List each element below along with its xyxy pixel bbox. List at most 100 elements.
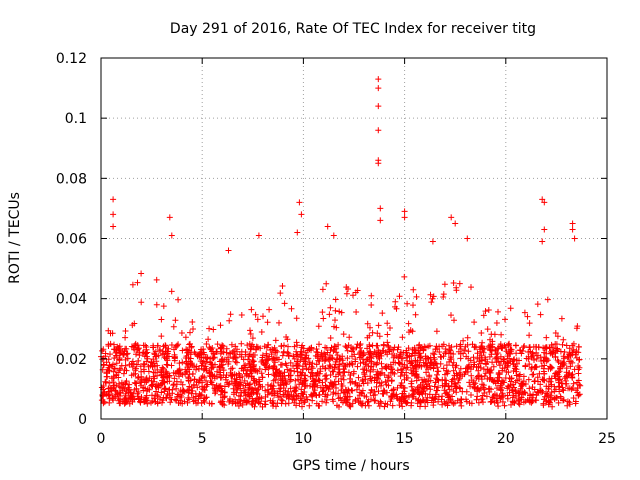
data-point xyxy=(180,388,187,394)
data-point xyxy=(346,334,353,341)
data-point xyxy=(423,369,430,376)
data-point xyxy=(198,346,205,353)
data-point xyxy=(353,344,360,351)
data-point xyxy=(575,392,582,399)
data-point xyxy=(526,320,533,327)
data-point xyxy=(487,336,493,343)
data-point xyxy=(225,381,232,388)
data-point xyxy=(317,384,324,391)
data-point xyxy=(274,390,281,397)
data-point xyxy=(551,388,558,395)
data-point xyxy=(309,397,316,404)
data-point xyxy=(426,382,433,389)
data-point xyxy=(149,381,156,388)
data-point xyxy=(262,387,269,394)
data-point xyxy=(242,392,249,399)
data-point xyxy=(188,360,195,367)
data-point xyxy=(516,390,523,397)
data-point xyxy=(401,361,408,368)
data-point xyxy=(505,349,512,356)
data-point xyxy=(529,371,536,378)
data-point xyxy=(355,374,362,381)
data-point xyxy=(492,380,499,387)
data-point xyxy=(412,363,419,370)
data-point xyxy=(276,319,282,326)
data-point xyxy=(160,394,167,401)
data-point xyxy=(539,238,546,245)
data-point xyxy=(478,344,484,351)
data-point xyxy=(372,397,379,404)
data-point xyxy=(112,393,119,400)
data-point xyxy=(170,382,177,389)
data-point xyxy=(486,344,493,351)
data-point xyxy=(367,368,374,375)
data-point xyxy=(138,382,144,389)
data-point xyxy=(258,370,265,377)
data-point xyxy=(187,355,194,362)
data-point xyxy=(359,376,366,383)
data-point xyxy=(529,384,536,391)
data-point xyxy=(370,360,377,367)
data-point xyxy=(190,398,197,405)
data-point xyxy=(411,344,418,351)
data-point xyxy=(288,391,295,398)
data-point xyxy=(522,363,529,370)
data-point xyxy=(417,355,424,361)
data-point xyxy=(455,376,462,383)
data-point xyxy=(354,341,361,348)
data-point xyxy=(226,350,233,357)
data-point xyxy=(101,399,108,406)
data-point xyxy=(225,361,232,367)
data-point xyxy=(297,369,304,376)
data-point xyxy=(159,399,165,406)
data-point xyxy=(526,344,533,351)
data-point xyxy=(453,287,460,294)
data-point xyxy=(205,336,212,343)
data-point xyxy=(198,362,205,369)
data-point xyxy=(286,367,293,374)
data-point xyxy=(105,392,112,399)
data-point xyxy=(307,373,314,380)
data-point xyxy=(330,232,337,239)
x-tick-label: 15 xyxy=(396,431,414,447)
data-point xyxy=(505,369,512,376)
data-point xyxy=(405,394,412,401)
data-point xyxy=(399,334,406,341)
data-point xyxy=(174,342,181,349)
data-point xyxy=(340,372,346,379)
data-point xyxy=(197,350,204,357)
data-point xyxy=(110,375,117,382)
data-point xyxy=(342,363,349,370)
data-point xyxy=(376,403,383,410)
data-point xyxy=(524,313,531,320)
data-point xyxy=(385,382,392,389)
data-point xyxy=(415,396,422,403)
data-point xyxy=(534,301,541,308)
data-point xyxy=(134,279,141,286)
data-point xyxy=(394,384,401,391)
data-point xyxy=(319,309,326,316)
data-point xyxy=(255,386,262,393)
data-point xyxy=(300,399,307,406)
data-point xyxy=(249,401,256,408)
data-point xyxy=(208,346,214,353)
data-point xyxy=(340,331,347,338)
data-point xyxy=(106,380,113,386)
data-point xyxy=(138,396,145,403)
data-point xyxy=(140,387,147,394)
data-point xyxy=(156,396,163,403)
data-point xyxy=(387,369,394,376)
data-point xyxy=(367,375,374,382)
y-tick-label: 0.06 xyxy=(56,232,87,248)
data-point xyxy=(203,365,210,372)
data-point xyxy=(235,403,242,409)
data-point xyxy=(445,368,451,375)
data-point xyxy=(363,393,370,400)
data-point xyxy=(323,280,330,287)
data-point xyxy=(458,402,465,409)
data-point xyxy=(468,392,474,398)
data-point xyxy=(535,388,541,395)
data-point xyxy=(332,307,339,314)
data-point xyxy=(123,367,130,374)
data-point xyxy=(247,331,254,337)
